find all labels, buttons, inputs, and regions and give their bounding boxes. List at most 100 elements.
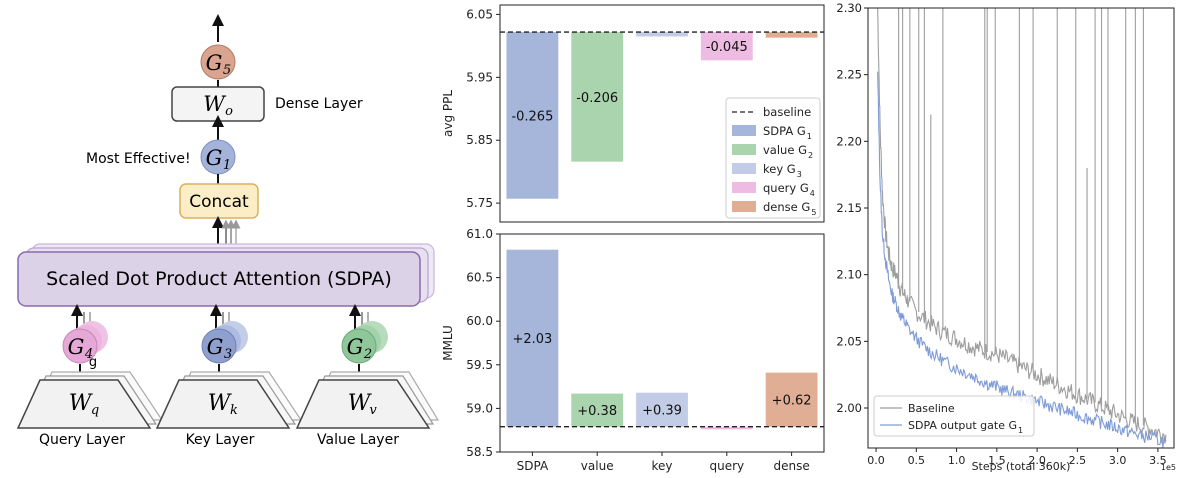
- bar-key: [636, 392, 688, 427]
- y-tick-label: 2.00: [836, 401, 862, 415]
- y-tick-label: 60.0: [466, 314, 493, 328]
- bar-SDPA: [506, 249, 559, 427]
- wk-trapezoid: [155, 379, 291, 429]
- y-tick-label: 5.75: [466, 196, 493, 210]
- wv-sub: v: [369, 403, 377, 418]
- key-layer-label: Key Layer: [186, 432, 255, 448]
- bar-SDPA: [506, 32, 559, 199]
- y-axis-label: avg PPL: [441, 90, 455, 137]
- g4-gate-circle: [62, 328, 98, 364]
- x-tick-label: SDPA: [517, 459, 549, 473]
- wq-label: W: [69, 391, 94, 416]
- wk-label: W: [208, 391, 233, 416]
- g2-label: G: [347, 335, 364, 359]
- g3-gate-circle: [201, 328, 237, 364]
- g2-sub: 2: [363, 347, 372, 362]
- g5-label: G: [206, 51, 223, 75]
- x-tick-label: 0.0: [867, 454, 885, 467]
- legend-box: [873, 395, 1035, 437]
- legend-entry: SDPA G: [763, 124, 806, 138]
- g3-sub: 3: [224, 347, 232, 362]
- legend-entry: Baseline: [908, 402, 955, 415]
- x-tick-label: value: [581, 459, 614, 473]
- y-tick-label: 2.10: [836, 268, 862, 282]
- wq-trapezoid: [16, 379, 152, 429]
- g1-sub: 1: [223, 158, 231, 173]
- g5-gate-circle: [200, 44, 236, 80]
- x-tick-label: dense: [773, 459, 809, 473]
- g4-sub: 4: [84, 347, 93, 362]
- architecture-diagram: G 5 W o Dense Layer G 1 Most Effective! …: [0, 0, 440, 474]
- legend-entry: key G: [763, 162, 796, 176]
- bar-charts-panel: -0.265 -0.206 -0.045 6.05 5.95 5.85 5.75 avg PP…: [440, 0, 832, 474]
- y-tick-label: 5.85: [466, 133, 493, 147]
- bar-value-label: +0.38: [577, 404, 617, 419]
- wv-label: W: [348, 391, 373, 416]
- legend-swatch: [732, 125, 756, 136]
- concat-label: Concat: [189, 192, 249, 212]
- x-tick-label: 1.5: [988, 454, 1006, 467]
- legend-entry-sub: 2: [808, 151, 813, 160]
- legend-entry-sub: 1: [807, 132, 812, 141]
- y-tick-label: 2.30: [836, 1, 862, 15]
- bar-value-label: +0.39: [642, 404, 682, 419]
- bar-value-label: -0.206: [576, 91, 618, 106]
- legend-entry: baseline: [763, 105, 811, 119]
- wo-label: W: [203, 92, 227, 116]
- y-tick-label: 59.0: [466, 401, 493, 415]
- legend-entry: dense G: [763, 200, 810, 214]
- g4-extra-label: g: [89, 355, 97, 370]
- x-tick-label: query: [709, 459, 744, 473]
- x-tick-label: 3.5: [1149, 454, 1167, 467]
- x-tick-label: 2.0: [1028, 454, 1046, 467]
- y-tick-label: 59.5: [466, 358, 493, 372]
- y-tick-label: 2.25: [836, 68, 862, 82]
- wo-sub: o: [225, 104, 233, 119]
- key-branch: G 3 W k Key Layer: [155, 304, 303, 448]
- gated-loss-line: [877, 71, 1167, 448]
- x-tick-label: key: [651, 459, 672, 473]
- legend-swatch: [732, 144, 756, 155]
- y-tick-label: 5.95: [466, 70, 493, 84]
- plot-frame: [499, 4, 825, 223]
- dense-layer-label: Dense Layer: [275, 96, 363, 112]
- value-branch: G 2 W v Value Layer: [295, 304, 440, 448]
- loss-curve-panel: 2.30 2.25 2.20 2.15 2.10 2.05 2.00 0.0 0.5 1.0 1.5…: [832, 0, 1200, 474]
- y-tick-label: 61.0: [466, 227, 493, 241]
- y-tick-label: 6.05: [466, 7, 493, 21]
- bar-value-label: -0.045: [706, 40, 748, 55]
- y-tick-label: 60.5: [466, 271, 493, 285]
- value-layer-label: Value Layer: [317, 432, 399, 448]
- bar-query: [700, 426, 753, 430]
- legend-swatch: [732, 182, 756, 193]
- legend-entry-sub: 3: [797, 170, 802, 179]
- bar-dense: [765, 372, 818, 427]
- y-tick-label: 2.05: [836, 334, 862, 348]
- bar-key: [636, 32, 688, 37]
- wk-sub: k: [230, 403, 238, 418]
- legend-entry: query G: [763, 181, 809, 195]
- x-tick-label: 0.5: [908, 454, 926, 467]
- architecture-diagram-svg: G 5 W o Dense Layer G 1 Most Effective! …: [16, 14, 440, 448]
- sdpa-label: Scaled Dot Product Attention (SDPA): [46, 268, 392, 290]
- plot-frame: [867, 7, 1175, 449]
- g3-label: G: [207, 335, 224, 359]
- bar-query: [700, 32, 753, 61]
- legend-entry-sub: 5: [811, 208, 816, 217]
- legend-entry-sub: 1: [1018, 426, 1023, 435]
- bar-value-label: +0.62: [772, 394, 812, 409]
- bar-dense: [765, 32, 818, 38]
- bar-value: [571, 393, 624, 427]
- loss-curve-svg: 2.30 2.25 2.20 2.15 2.10 2.05 2.00 0.0 0.5 1.0 1.5…: [836, 1, 1176, 473]
- legend-swatch: [732, 201, 756, 212]
- y-tick-label: 58.5: [466, 445, 493, 459]
- g2-gate-circle: [341, 328, 377, 364]
- y-axis-label: MMLU: [441, 325, 455, 361]
- query-branch: G 4 g W q Query Layer: [16, 304, 164, 448]
- x-exponent-label: 1e5: [1161, 463, 1176, 472]
- legend-entry-sub: 4: [810, 189, 815, 198]
- baseline-loss-line: [877, 8, 1167, 445]
- y-tick-label: 2.15: [836, 201, 862, 215]
- g4-label: G: [68, 335, 85, 359]
- g1-label: G: [206, 146, 223, 170]
